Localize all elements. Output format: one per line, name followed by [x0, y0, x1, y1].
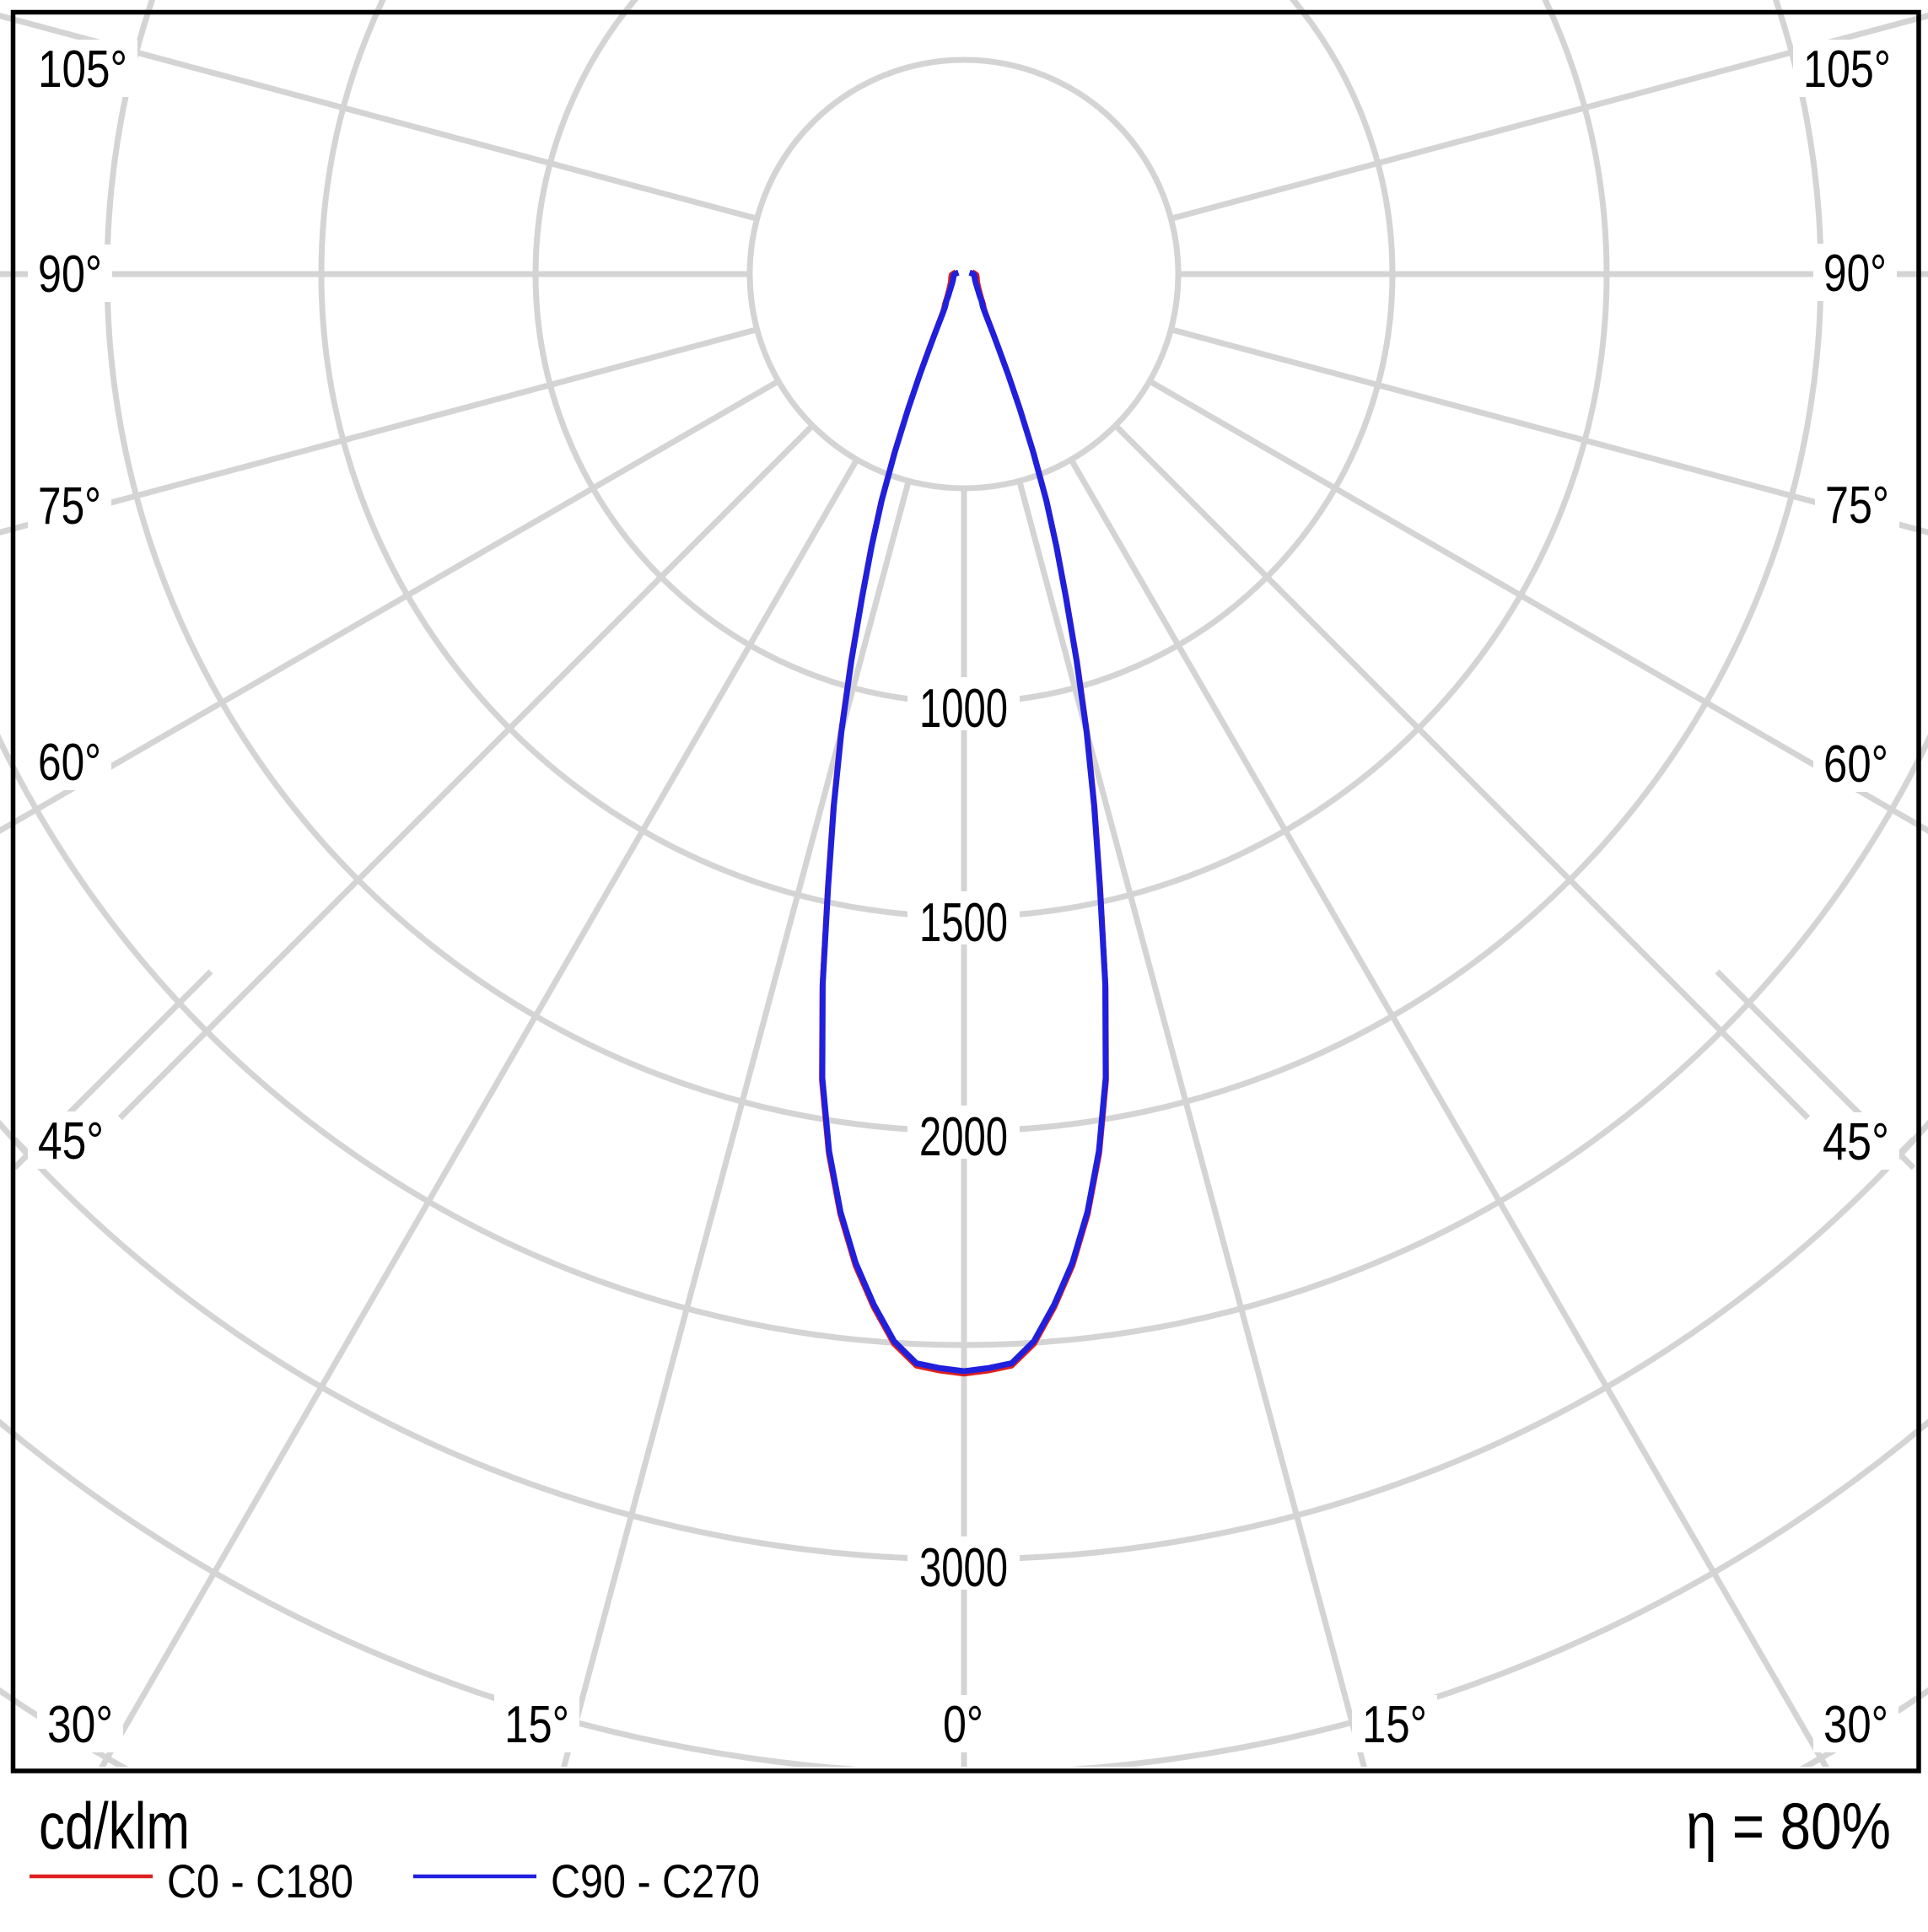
svg-text:cd/klm: cd/klm [39, 1789, 190, 1863]
svg-text:60°: 60° [1823, 735, 1888, 794]
svg-text:105°: 105° [1803, 40, 1891, 99]
svg-text:60°: 60° [38, 734, 101, 792]
svg-text:30°: 30° [1823, 1696, 1888, 1754]
svg-text:15°: 15° [1362, 1696, 1427, 1754]
svg-text:η = 80%: η = 80% [1686, 1789, 1891, 1863]
svg-text:1000: 1000 [919, 677, 1008, 739]
svg-text:90°: 90° [38, 245, 102, 304]
svg-text:C0 - C180: C0 - C180 [167, 1854, 353, 1908]
svg-text:1500: 1500 [919, 891, 1008, 953]
svg-text:90°: 90° [1823, 245, 1887, 303]
svg-text:3000: 3000 [919, 1536, 1008, 1598]
svg-text:75°: 75° [1825, 476, 1889, 535]
svg-text:75°: 75° [38, 477, 101, 535]
svg-text:2000: 2000 [919, 1106, 1008, 1167]
svg-text:105°: 105° [38, 40, 127, 99]
svg-text:15°: 15° [504, 1696, 569, 1754]
svg-text:C90 - C270: C90 - C270 [551, 1854, 760, 1908]
svg-text:45°: 45° [1823, 1113, 1889, 1171]
svg-text:0°: 0° [943, 1696, 983, 1754]
svg-text:45°: 45° [38, 1112, 104, 1171]
svg-text:30°: 30° [47, 1696, 113, 1754]
